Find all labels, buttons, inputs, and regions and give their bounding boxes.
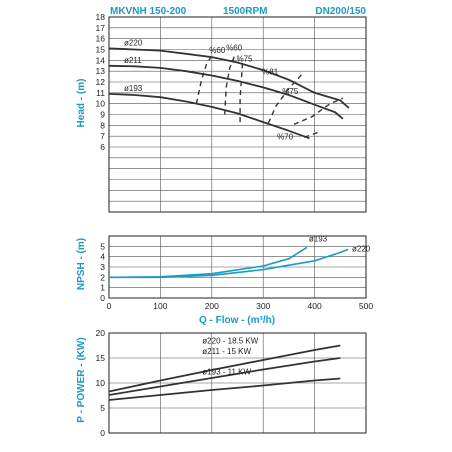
power-y-tick-label: 10 xyxy=(96,378,106,388)
power-curve-label: ø220 - 18.5 KW xyxy=(202,337,258,346)
flow-axis-title: Q - Flow - (m³/h) xyxy=(199,315,275,326)
efficiency-label: %70 xyxy=(277,132,294,141)
head-y-tick-label: 13 xyxy=(96,66,106,76)
npsh-curve xyxy=(109,248,349,279)
head-curve-label: ø211 xyxy=(124,56,142,65)
npsh-axis-title: NPSH - (m) xyxy=(76,238,87,290)
npsh-frame xyxy=(108,235,367,299)
power-y-tick-label: 20 xyxy=(96,328,106,338)
efficiency-label: %81 xyxy=(262,67,279,76)
efficiency-line xyxy=(293,97,344,125)
head-y-tick-label: 9 xyxy=(100,110,105,120)
header-speed: 1500RPM xyxy=(223,6,267,17)
header-model: MKVNH 150-200 xyxy=(110,6,187,17)
power-y-tick-label: 5 xyxy=(100,403,105,413)
head-axis-title: Head - (m) xyxy=(76,79,87,128)
head-frame xyxy=(108,16,367,213)
x-tick-label: 500 xyxy=(359,301,373,311)
head-y-tick-label: 12 xyxy=(96,77,106,87)
head-curve-label: ø220 xyxy=(124,38,143,47)
npsh-y-tick-label: 4 xyxy=(100,252,105,262)
power-y-tick-label: 0 xyxy=(100,428,105,438)
npsh-y-tick-label: 1 xyxy=(100,283,105,293)
head-y-tick-label: 8 xyxy=(100,120,105,130)
efficiency-line xyxy=(224,54,236,115)
npsh-y-tick-label: 3 xyxy=(100,262,105,272)
head-y-tick-label: 7 xyxy=(100,131,105,141)
x-tick-label: 0 xyxy=(107,301,112,311)
head-curve-label: ø193 xyxy=(124,84,143,93)
npsh-y-tick-label: 2 xyxy=(100,272,105,282)
head-curve xyxy=(108,93,310,140)
head-y-tick-label: 17 xyxy=(96,23,106,33)
head-y-tick-label: 14 xyxy=(96,55,106,65)
x-tick-label: 300 xyxy=(256,301,270,311)
power-curve-label: ø211 - 15 KW xyxy=(202,347,251,356)
npsh-y-tick-label: 0 xyxy=(100,293,105,303)
x-tick-label: 400 xyxy=(308,301,322,311)
npsh-y-tick-label: 5 xyxy=(100,241,105,251)
power-curve xyxy=(108,357,341,396)
power-y-tick-label: 15 xyxy=(96,353,106,363)
head-y-tick-label: 6 xyxy=(100,142,105,152)
npsh-curve-label: ø193 xyxy=(309,234,328,243)
efficiency-line xyxy=(267,73,303,124)
head-y-tick-label: 15 xyxy=(96,45,106,55)
power-curve xyxy=(108,344,341,393)
efficiency-label: %60 xyxy=(226,44,243,53)
efficiency-label: %60 xyxy=(209,46,226,55)
head-y-tick-label: 11 xyxy=(96,88,105,98)
efficiency-label: %75 xyxy=(236,54,253,63)
efficiency-line xyxy=(239,61,244,123)
power-axis-title: P - POWER - (KW) xyxy=(76,337,87,422)
power-frame xyxy=(108,332,367,434)
efficiency-line xyxy=(304,131,320,138)
power-curve xyxy=(108,377,341,401)
x-tick-label: 100 xyxy=(153,301,167,311)
head-y-tick-label: 16 xyxy=(96,34,106,44)
npsh-curve xyxy=(108,246,308,279)
head-y-tick-label: 18 xyxy=(96,12,106,22)
npsh-curve-label: ø220 xyxy=(352,244,371,253)
header-size: DN200/150 xyxy=(315,6,366,17)
x-tick-label: 200 xyxy=(205,301,219,311)
efficiency-line xyxy=(195,55,213,104)
head-y-tick-label: 10 xyxy=(96,99,106,109)
head-curve xyxy=(108,47,350,109)
head-curve xyxy=(108,64,344,120)
power-curve-label: ø193 - 11 KW xyxy=(202,368,251,377)
efficiency-label: %75 xyxy=(282,87,299,96)
